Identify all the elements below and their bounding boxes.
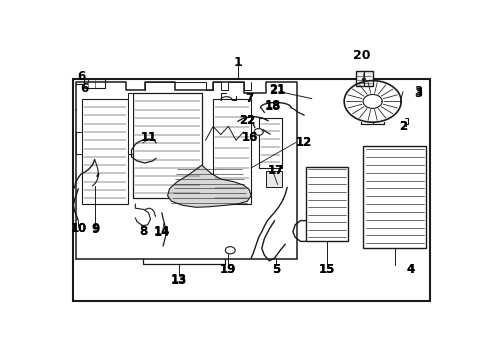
Text: 21: 21 [270, 84, 286, 97]
Bar [267, 171, 281, 187]
Circle shape [254, 129, 263, 135]
Bar [363, 146, 426, 248]
Bar [259, 118, 281, 168]
Text: 6: 6 [77, 70, 85, 83]
Text: 8: 8 [139, 225, 147, 238]
Bar [213, 99, 251, 204]
Text: 22: 22 [239, 114, 255, 127]
Text: 17: 17 [268, 164, 284, 177]
Text: 11: 11 [141, 131, 157, 144]
Bar [356, 71, 372, 86]
Text: 14: 14 [154, 226, 170, 239]
Text: 12: 12 [296, 136, 313, 149]
Text: 6: 6 [80, 82, 88, 95]
Text: 12: 12 [296, 136, 313, 149]
Text: 15: 15 [319, 262, 335, 276]
Text: 21: 21 [270, 83, 286, 96]
Circle shape [225, 247, 235, 254]
Text: 5: 5 [271, 262, 280, 276]
Text: 16: 16 [242, 131, 258, 144]
Text: 3: 3 [414, 87, 422, 100]
Text: 3: 3 [414, 85, 422, 98]
Text: 22: 22 [239, 114, 255, 127]
Text: 9: 9 [91, 222, 99, 235]
Text: 5: 5 [271, 262, 280, 276]
Bar [73, 79, 430, 301]
Text: 2: 2 [399, 120, 407, 134]
Text: 14: 14 [154, 225, 170, 238]
Bar [76, 132, 82, 154]
Text: 1: 1 [233, 56, 242, 69]
Text: 2: 2 [399, 120, 407, 133]
Bar [306, 167, 348, 242]
Text: 7: 7 [245, 92, 253, 105]
Text: 16: 16 [242, 131, 258, 144]
Text: 15: 15 [319, 262, 335, 276]
Text: 17: 17 [268, 164, 284, 177]
Text: 11: 11 [141, 131, 157, 144]
Bar [128, 93, 133, 154]
Text: 13: 13 [171, 274, 187, 287]
Text: 19: 19 [220, 262, 237, 276]
Text: 9: 9 [91, 223, 99, 236]
Bar [82, 99, 128, 204]
Text: 20: 20 [352, 49, 370, 62]
Bar [133, 93, 202, 198]
Text: 10: 10 [70, 222, 86, 235]
Text: 4: 4 [407, 262, 415, 276]
Text: 8: 8 [139, 225, 147, 238]
Text: 7: 7 [245, 92, 253, 105]
Text: 19: 19 [220, 262, 237, 276]
Text: 18: 18 [265, 100, 281, 113]
Text: 18: 18 [265, 99, 281, 112]
Text: 13: 13 [171, 273, 187, 286]
Polygon shape [168, 165, 251, 207]
Text: 4: 4 [407, 262, 415, 276]
Text: 10: 10 [70, 222, 86, 235]
